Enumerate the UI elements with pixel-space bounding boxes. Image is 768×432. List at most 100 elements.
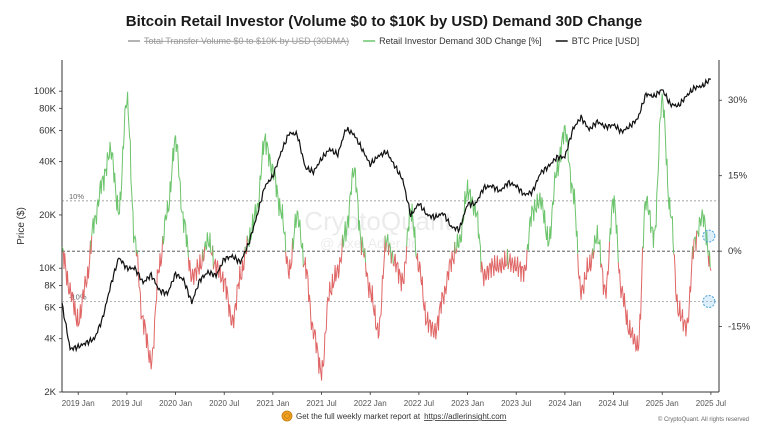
demand-negative-segment <box>137 235 164 370</box>
x-tick-label: 2021 Jan <box>256 399 289 408</box>
demand-negative-segment <box>245 235 248 255</box>
demand-positive-segment <box>454 241 456 254</box>
x-tick-label: 2022 Jul <box>404 399 434 408</box>
legend-label-retail-demand: Retail Investor Demand 30D Change [%] <box>379 36 542 46</box>
left-tick-label: 60K <box>39 125 57 136</box>
left-tick-label: 6K <box>44 303 56 314</box>
legend-item-retail-demand[interactable]: Retail Investor Demand 30D Change [%] <box>363 36 542 46</box>
legend-item-btc-price[interactable]: BTC Price [USD] <box>555 36 640 46</box>
right-axis-ticks: -15% 0% 15% 30% <box>719 95 751 333</box>
highlight-markers <box>702 229 716 308</box>
price-series <box>61 77 711 353</box>
highlight-marker-0 <box>702 294 716 308</box>
demand-positive-segment <box>392 251 394 264</box>
demand-negative-segment <box>285 238 293 279</box>
demand-negative-segment <box>202 246 206 262</box>
demand-negative-segment <box>212 246 246 329</box>
demand-positive-segment <box>204 232 212 253</box>
demand-negative-segment <box>392 246 408 292</box>
demand-positive-segment <box>246 133 287 252</box>
demand-negative-segment <box>600 241 610 299</box>
chart-title: Bitcoin Retail Investor (Volume $0 to $1… <box>126 13 643 30</box>
demand-positive-segment <box>91 91 137 257</box>
demand-positive-segment <box>244 246 247 254</box>
demand-positive-segment <box>693 236 697 252</box>
x-tick-label: 2023 Jul <box>501 399 531 408</box>
left-tick-label: 20K <box>39 210 57 221</box>
demand-negative-segment <box>692 239 695 259</box>
demand-negative-segment <box>577 248 594 300</box>
left-tick-label: 4K <box>44 334 56 345</box>
x-tick-label: 2024 Jul <box>598 399 628 408</box>
x-tick-label: 2019 Jan <box>62 399 95 408</box>
x-tick-label: 2025 Jul <box>696 399 726 408</box>
demand-positive-segment <box>388 241 392 264</box>
demand-negative-segment <box>365 235 386 339</box>
demand-negative-segment <box>415 241 456 340</box>
demand-positive-segment <box>642 93 675 254</box>
demand-positive-segment <box>292 209 304 268</box>
demand-negative-segment <box>62 240 91 328</box>
demand-positive-segment <box>136 250 139 255</box>
demand-positive-segment <box>709 250 711 268</box>
right-tick-label: 0% <box>728 246 742 257</box>
x-axis-ticks: 2019 Jan 2019 Jul 2020 Jan 2020 Jul 2021 Jan… <box>62 392 726 408</box>
x-tick-label: 2021 Jul <box>306 399 336 408</box>
reference-label-2: -10% <box>69 292 87 301</box>
demand-positive-segment <box>526 124 579 254</box>
x-tick-label: 2025 Jan <box>646 399 679 408</box>
demand-positive-segment <box>456 179 482 273</box>
demand-positive-segment <box>212 245 214 270</box>
right-tick-label: -15% <box>728 322 751 333</box>
demand-negative-segment <box>673 246 694 337</box>
coin-icon <box>281 410 293 422</box>
legend-item-total-volume[interactable]: Total Transfer Volume $0 to $10K by USD … <box>128 36 349 46</box>
demand-negative-segment <box>455 248 458 254</box>
demand-positive-segment <box>162 135 189 258</box>
demand-positive-segment <box>406 203 417 258</box>
demand-series <box>61 91 712 381</box>
y-axis-label: Price ($) <box>16 207 27 245</box>
demand-positive-segment <box>202 249 204 262</box>
demand-positive-segment <box>696 209 709 256</box>
demand-positive-segment <box>385 233 389 256</box>
demand-negative-segment <box>507 249 528 283</box>
left-axis-ticks: 2K 4K 6K 8K 10K 20K 40K 60K 80K 100K <box>34 86 62 398</box>
x-tick-label: 2024 Jan <box>548 399 581 408</box>
footer: Get the full weekly market report at htt… <box>281 410 507 422</box>
watermark: CryptoQuant @ Axel Adler Jr <box>304 206 452 251</box>
reference-label-0: 10% <box>69 192 84 201</box>
demand-negative-segment <box>302 234 343 381</box>
left-tick-label: 100K <box>34 86 57 97</box>
left-tick-label: 80K <box>39 103 57 114</box>
watermark-sub: @ Axel Adler Jr <box>320 235 416 251</box>
left-tick-label: 40K <box>39 157 57 168</box>
left-tick-label: 10K <box>39 263 57 274</box>
footer-text: Get the full weekly market report at <box>296 412 421 421</box>
demand-negative-segment <box>592 250 595 259</box>
demand-positive-segment <box>364 248 366 263</box>
btc-price-line <box>61 77 711 353</box>
x-tick-label: 2020 Jul <box>209 399 239 408</box>
x-tick-label: 2020 Jan <box>159 399 192 408</box>
demand-positive-segment <box>61 246 64 252</box>
watermark-main: CryptoQuant <box>304 206 452 236</box>
x-tick-label: 2022 Jan <box>354 399 387 408</box>
demand-positive-segment <box>609 195 619 263</box>
right-tick-label: 30% <box>728 95 748 106</box>
demand-negative-segment <box>90 236 93 254</box>
demand-negative-segment <box>385 242 387 252</box>
x-tick-label: 2023 Jan <box>451 399 484 408</box>
demand-negative-segment <box>480 249 508 287</box>
demand-negative-segment <box>388 244 390 256</box>
demand-positive-segment <box>506 249 509 270</box>
left-tick-label: 8K <box>44 280 56 291</box>
x-tick-label: 2019 Jul <box>112 399 142 408</box>
demand-negative-segment <box>709 267 712 271</box>
demand-positive-segment <box>361 236 364 254</box>
demand-positive-segment <box>593 224 602 268</box>
footer-link[interactable]: https://adlerinsight.com <box>424 412 507 421</box>
right-tick-label: 15% <box>728 171 748 182</box>
legend-label-total-volume: Total Transfer Volume $0 to $10K by USD … <box>144 36 349 46</box>
